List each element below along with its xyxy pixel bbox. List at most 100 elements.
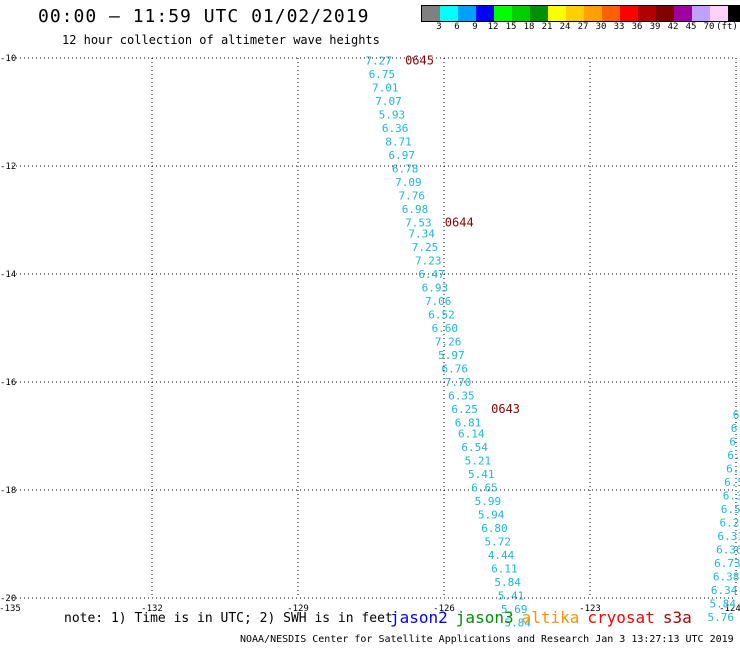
longitude-tick-label: -129 <box>287 604 309 614</box>
color-scale-label: 36 <box>631 22 643 32</box>
chart-title: 00:00 — 11:59 UTC 01/02/2019 <box>38 6 370 27</box>
wave-height-value: 6.93 <box>422 282 449 295</box>
color-scale-label: 21 <box>541 22 553 32</box>
color-scale-label: 12 <box>487 22 499 32</box>
wave-height-value: 6.52 <box>428 309 455 322</box>
color-scale-label: 15 <box>505 22 517 32</box>
color-swatch <box>728 6 740 21</box>
footnote: note: 1) Time is in UTC; 2) SWH is in fe… <box>64 611 393 626</box>
color-scale-label: (ft) <box>716 22 738 32</box>
latitude-tick-label: -12 <box>0 162 16 172</box>
color-swatch <box>620 6 638 21</box>
wave-height-value: 5.41 <box>498 589 525 602</box>
color-swatch <box>458 6 476 21</box>
color-swatch <box>674 6 692 21</box>
color-scale-labels: 3 6 9 12 15 18 21 24 27 30 33 36 39 42 45 70 (ft) <box>421 22 740 34</box>
wave-height-value: 6.60 <box>432 322 459 335</box>
wave-height-value: 6.11 <box>491 562 518 575</box>
latitude-tick-label: -20 <box>0 594 16 604</box>
wave-height-value: 6.38 <box>713 570 740 583</box>
color-scale-bar <box>421 5 740 22</box>
wave-height-value: 6.30 <box>723 489 740 502</box>
color-swatch <box>566 6 584 21</box>
credit-line: NOAA/NESDIS Center for Satellite Applica… <box>240 634 734 645</box>
wave-height-value: 6 <box>729 435 736 448</box>
wave-height-value: 5.84 <box>494 576 521 589</box>
wave-height-value: 6.65 <box>471 481 498 494</box>
legend-entry-jason2: jason2 <box>390 608 448 627</box>
wave-height-value: 6.73 <box>714 557 740 570</box>
wave-height-value: 7.07 <box>375 95 402 108</box>
satellite-legend: jason2 jason3 altika cryosat s3a <box>390 608 700 627</box>
legend-entry-jason3: jason3 <box>455 608 514 627</box>
legend-entry-s3a: s3a <box>662 608 692 627</box>
color-swatch <box>440 6 458 21</box>
wave-height-value: 7.26 <box>435 336 462 349</box>
wave-height-value: 6.78 <box>392 163 419 176</box>
wave-height-value: 7.01 <box>372 82 399 95</box>
color-scale-label: 42 <box>667 22 679 32</box>
wave-height-value: 6.3 <box>726 462 740 475</box>
wave-height-value: 5.84 <box>710 597 737 610</box>
legend-entry-cryosat: cryosat <box>587 608 655 627</box>
wave-height-value: 5.41 <box>468 468 495 481</box>
wave-height-value: 6.34 <box>711 584 738 597</box>
legend-entry-altika: altika <box>521 608 580 627</box>
wave-height-value: 8.71 <box>385 136 412 149</box>
wave-height-value: 6.35 <box>448 390 475 403</box>
wave-height-value: 6.36 <box>716 543 740 556</box>
color-scale-label: 70 <box>703 22 715 32</box>
latitude-tick-label: -18 <box>0 486 16 496</box>
wave-height-value: 6.80 <box>481 522 508 535</box>
wave-height-value: 6.47 <box>418 268 445 281</box>
color-swatch <box>638 6 656 21</box>
wave-height-value: 5.93 <box>379 109 406 122</box>
wave-height-value: 6. <box>727 449 740 462</box>
color-swatch <box>602 6 620 21</box>
wave-height-value: 6.98 <box>402 203 429 216</box>
color-swatch <box>584 6 602 21</box>
wave-height-value: 6.36 <box>382 122 409 135</box>
wave-height-value: 5.72 <box>485 535 512 548</box>
color-swatch <box>656 6 674 21</box>
color-swatch <box>476 6 494 21</box>
color-swatch <box>422 6 440 21</box>
pass-time-label: 0644 <box>445 216 474 230</box>
wave-height-value: 6 <box>731 422 738 435</box>
wave-height-value: 6.54 <box>461 441 488 454</box>
color-scale-label: 30 <box>595 22 607 32</box>
longitude-tick-label: -123 <box>579 604 601 614</box>
wave-height-value: 6.75 <box>369 68 396 81</box>
color-scale-label: 33 <box>613 22 625 32</box>
wave-height-value: 7.53 <box>405 217 432 230</box>
wave-height-value: 6.27 <box>719 516 740 529</box>
wave-height-value: 6.31 <box>717 530 740 543</box>
color-scale-label: 45 <box>685 22 697 32</box>
color-scale-label: 18 <box>523 22 535 32</box>
pass-time-label: 0643 <box>491 402 520 416</box>
longitude-tick-label: -135 <box>0 604 21 614</box>
color-scale-label: 27 <box>577 22 589 32</box>
latitude-tick-label: -14 <box>0 270 16 280</box>
color-swatch <box>692 6 710 21</box>
wave-height-value: 7.23 <box>415 255 442 268</box>
wave-height-value: 7.09 <box>395 176 422 189</box>
wave-height-value: 6.56 <box>721 503 740 516</box>
longitude-tick-label: -126 <box>433 604 455 614</box>
color-swatch <box>512 6 530 21</box>
latitude-tick-label: -16 <box>0 378 16 388</box>
color-scale-label: 9 <box>472 22 478 32</box>
latitude-tick-label: -10 <box>0 54 16 64</box>
wave-height-value: 7.34 <box>408 228 435 241</box>
wave-height-value: 7.25 <box>412 241 439 254</box>
color-scale-label: 39 <box>649 22 661 32</box>
wave-height-value: 6.76 <box>441 363 468 376</box>
wave-height-value: 6.97 <box>389 149 416 162</box>
wave-height-value: 5.94 <box>478 508 505 521</box>
wave-height-value: 5.97 <box>438 349 465 362</box>
chart-subtitle: 12 hour collection of altimeter wave hei… <box>62 33 380 47</box>
wave-height-value: 7.76 <box>398 190 425 203</box>
longitude-tick-label: -124 <box>719 604 740 614</box>
color-swatch <box>548 6 566 21</box>
